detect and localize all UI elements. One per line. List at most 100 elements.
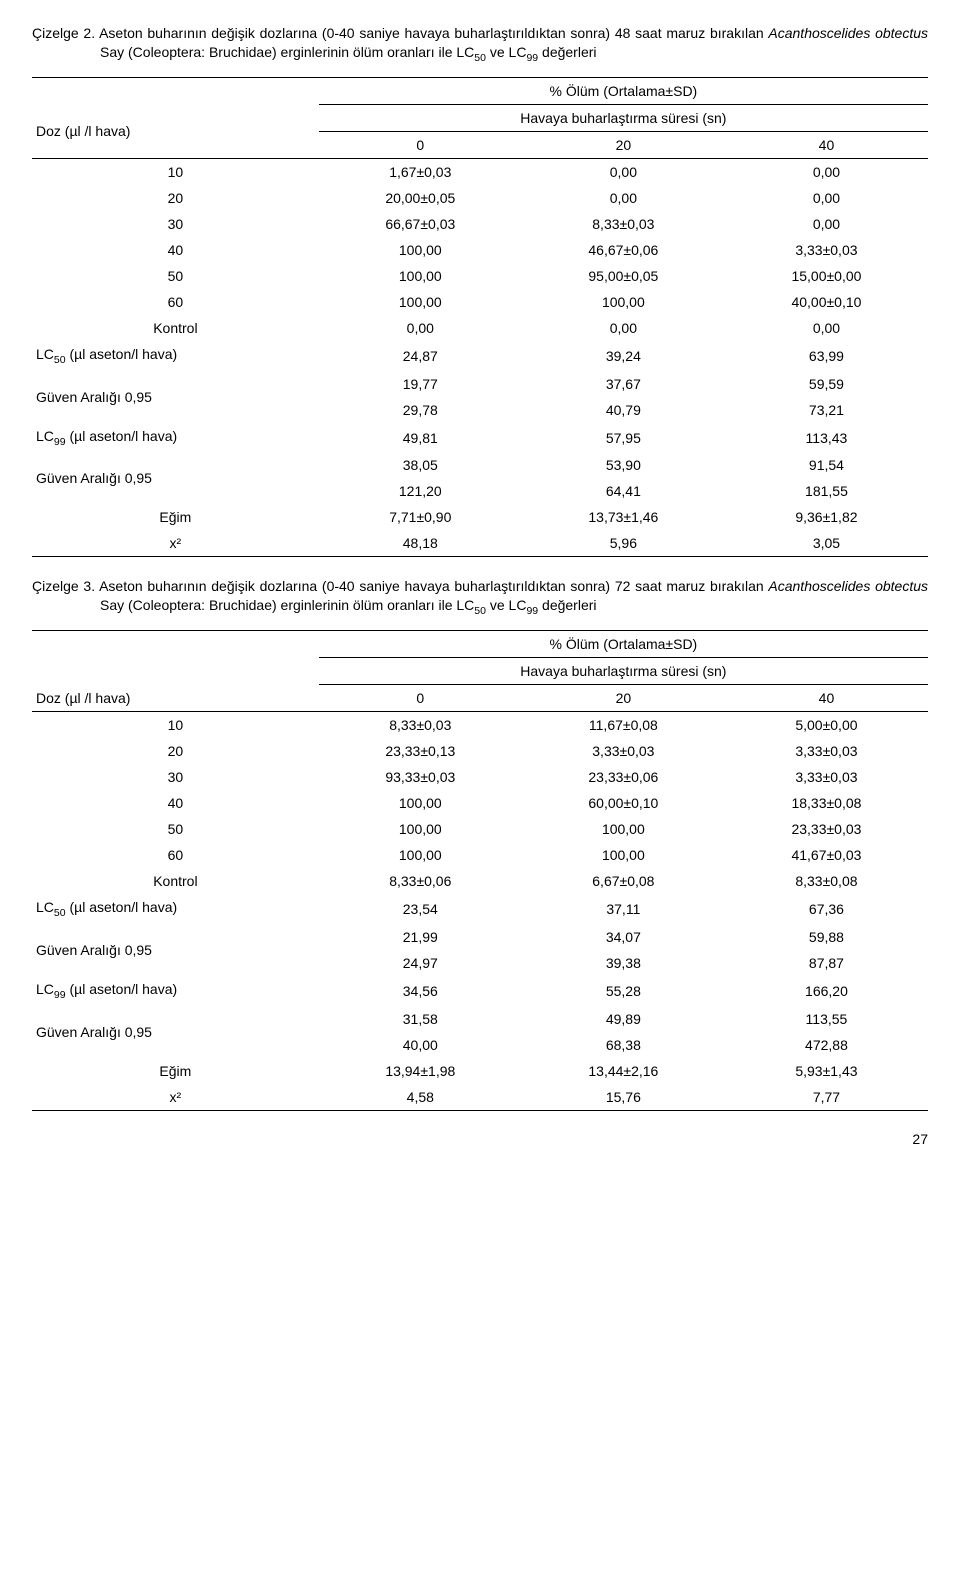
cell-value: 91,54	[725, 452, 928, 478]
row-label: x²	[32, 530, 319, 557]
table-caption: Çizelge 3. Aseton buharının değişik dozl…	[32, 577, 928, 618]
cell-value: 59,59	[725, 371, 928, 397]
cell-value: 3,33±0,03	[725, 738, 928, 764]
header-doz: Doz (µl /l hava)	[32, 104, 319, 158]
header-hava: Havaya buharlaştırma süresi (sn)	[319, 658, 928, 685]
caption-label: Çizelge 2.	[32, 25, 95, 41]
cell-value: 24,97	[319, 950, 522, 976]
cell-value: 39,24	[522, 341, 725, 371]
header-olum: % Ölüm (Ortalama±SD)	[319, 77, 928, 104]
cell-value: 166,20	[725, 976, 928, 1006]
table-row: 3093,33±0,0323,33±0,063,33±0,03	[32, 764, 928, 790]
cell-value: 7,77	[725, 1084, 928, 1111]
table-row: 2023,33±0,133,33±0,033,33±0,03	[32, 738, 928, 764]
column-header: 0	[319, 685, 522, 712]
caption-text: Aseton buharının değişik dozlarına (0-40…	[95, 25, 768, 41]
header-olum: % Ölüm (Ortalama±SD)	[319, 631, 928, 658]
cell-value: 1,67±0,03	[319, 158, 522, 185]
cell-value: 113,43	[725, 423, 928, 453]
cell-value: 40,79	[522, 397, 725, 423]
cell-value: 3,33±0,03	[725, 764, 928, 790]
cell-value: 100,00	[319, 816, 522, 842]
table-row: 40100,0060,00±0,1018,33±0,08	[32, 790, 928, 816]
table-row: Kontrol8,33±0,066,67±0,088,33±0,08	[32, 868, 928, 894]
row-label: Kontrol	[32, 315, 319, 341]
cell-value: 11,67±0,08	[522, 712, 725, 739]
column-header: 20	[522, 131, 725, 158]
cell-value: 23,33±0,13	[319, 738, 522, 764]
cell-value: 57,95	[522, 423, 725, 453]
header-hava: Havaya buharlaştırma süresi (sn)	[319, 104, 928, 131]
row-label: 30	[32, 211, 319, 237]
cell-value: 21,99	[319, 924, 522, 950]
page-number: 27	[32, 1131, 928, 1147]
row-label: Güven Aralığı 0,95	[32, 371, 319, 423]
cell-value: 31,58	[319, 1006, 522, 1032]
caption-text: değerleri	[538, 597, 596, 613]
table-row: LC50 (µl aseton/l hava)23,5437,1167,36	[32, 894, 928, 924]
table-row: Eğim7,71±0,9013,73±1,469,36±1,82	[32, 504, 928, 530]
cell-value: 113,55	[725, 1006, 928, 1032]
row-label: 50	[32, 816, 319, 842]
table-row: 3066,67±0,038,33±0,030,00	[32, 211, 928, 237]
cell-value: 7,71±0,90	[319, 504, 522, 530]
cell-value: 4,58	[319, 1084, 522, 1111]
caption-italic: Acanthoscelides obtectus	[768, 25, 928, 41]
cell-value: 8,33±0,08	[725, 868, 928, 894]
row-label: 20	[32, 738, 319, 764]
column-header: 20	[522, 685, 725, 712]
row-label: 40	[32, 790, 319, 816]
cell-value: 68,38	[522, 1032, 725, 1058]
cell-value: 13,94±1,98	[319, 1058, 522, 1084]
cell-value: 41,67±0,03	[725, 842, 928, 868]
cell-value: 55,28	[522, 976, 725, 1006]
row-label: LC50 (µl aseton/l hava)	[32, 894, 319, 924]
row-label: 60	[32, 289, 319, 315]
table-row: LC50 (µl aseton/l hava)24,8739,2463,99	[32, 341, 928, 371]
cell-value: 3,33±0,03	[725, 237, 928, 263]
table-row: Güven Aralığı 0,9521,9934,0759,88	[32, 924, 928, 950]
table-row: Eğim13,94±1,9813,44±2,165,93±1,43	[32, 1058, 928, 1084]
cell-value: 181,55	[725, 478, 928, 504]
table-row: Güven Aralığı 0,9519,7737,6759,59	[32, 371, 928, 397]
cell-value: 29,78	[319, 397, 522, 423]
row-label: 40	[32, 237, 319, 263]
row-label: 10	[32, 158, 319, 185]
cell-value: 37,67	[522, 371, 725, 397]
cell-value: 0,00	[522, 315, 725, 341]
table-row: LC99 (µl aseton/l hava)49,8157,95113,43	[32, 423, 928, 453]
cell-value: 9,36±1,82	[725, 504, 928, 530]
row-label: Eğim	[32, 504, 319, 530]
cell-value: 100,00	[319, 263, 522, 289]
cell-value: 100,00	[522, 816, 725, 842]
cell-value: 40,00	[319, 1032, 522, 1058]
cell-value: 60,00±0,10	[522, 790, 725, 816]
column-header: 0	[319, 131, 522, 158]
cell-value: 23,33±0,03	[725, 816, 928, 842]
cell-value: 20,00±0,05	[319, 185, 522, 211]
header-doz: Doz (µl /l hava)	[32, 685, 319, 712]
cell-value: 15,76	[522, 1084, 725, 1111]
table-row: x²4,5815,767,77	[32, 1084, 928, 1111]
cell-value: 46,67±0,06	[522, 237, 725, 263]
cell-value: 0,00	[522, 185, 725, 211]
row-label: 10	[32, 712, 319, 739]
row-label: LC99 (µl aseton/l hava)	[32, 423, 319, 453]
cell-value: 6,67±0,08	[522, 868, 725, 894]
row-label: LC99 (µl aseton/l hava)	[32, 976, 319, 1006]
cell-value: 100,00	[522, 842, 725, 868]
data-table: % Ölüm (Ortalama±SD)Havaya buharlaştırma…	[32, 630, 928, 1111]
cell-value: 0,00	[725, 211, 928, 237]
table-row: 50100,0095,00±0,0515,00±0,00	[32, 263, 928, 289]
cell-value: 0,00	[725, 158, 928, 185]
table-row: 40100,0046,67±0,063,33±0,03	[32, 237, 928, 263]
cell-value: 40,00±0,10	[725, 289, 928, 315]
caption-label: Çizelge 3.	[32, 578, 95, 594]
cell-value: 39,38	[522, 950, 725, 976]
cell-value: 15,00±0,00	[725, 263, 928, 289]
cell-value: 18,33±0,08	[725, 790, 928, 816]
table-row: 60100,00100,0040,00±0,10	[32, 289, 928, 315]
table-row: LC99 (µl aseton/l hava)34,5655,28166,20	[32, 976, 928, 1006]
cell-value: 64,41	[522, 478, 725, 504]
table-row: 2020,00±0,050,000,00	[32, 185, 928, 211]
